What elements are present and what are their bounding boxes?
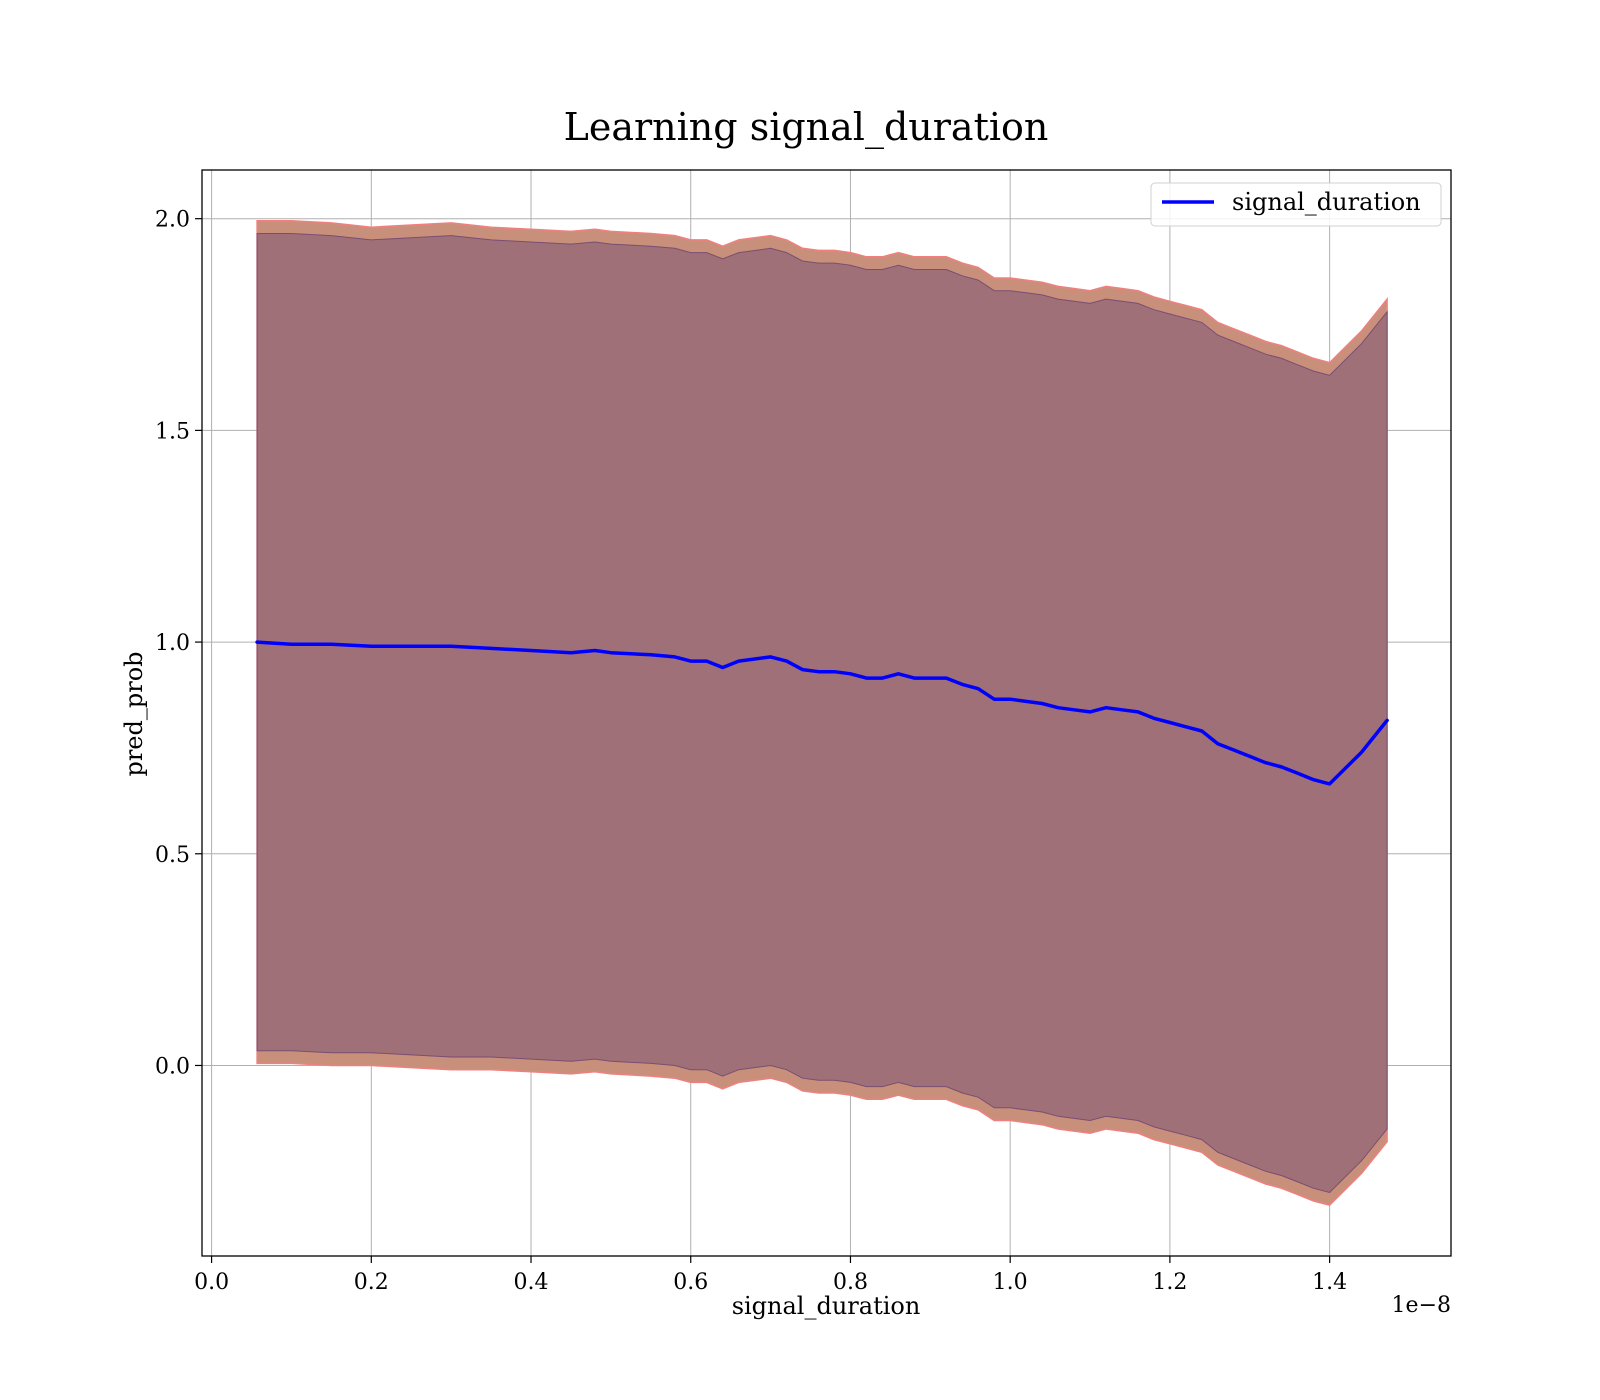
y-axis-label: pred_prob xyxy=(120,651,148,776)
y-tick-label: 1.0 xyxy=(155,631,190,656)
x-tick-label: 0.8 xyxy=(833,1270,868,1295)
x-tick-label: 1.4 xyxy=(1312,1270,1347,1295)
x-tick-label: 0.2 xyxy=(354,1270,389,1295)
y-tick-label: 1.5 xyxy=(155,419,190,444)
legend-label: signal_duration xyxy=(1232,188,1421,216)
inner-confidence-band xyxy=(256,233,1388,1194)
x-offset-text: 1e−8 xyxy=(1392,1293,1451,1318)
y-tick-label: 2.0 xyxy=(155,208,190,233)
x-axis-label: signal_duration xyxy=(732,1292,921,1320)
legend-box xyxy=(1150,182,1442,227)
plot-frame xyxy=(201,169,1452,1257)
series-lines xyxy=(255,640,1389,786)
x-tick-label: 0.0 xyxy=(194,1270,229,1295)
x-tick-label: 0.4 xyxy=(514,1270,549,1295)
legend: signal_duration xyxy=(1150,182,1442,227)
axis-ticks: 0.0 0.2 0.4 0.6 0.8 1.0 1.2 1.4 0.0 0.5 1.0 1.5 2.0 xyxy=(155,208,1347,1295)
y-tick-label: 0.0 xyxy=(155,1054,190,1079)
x-tick-label: 1.0 xyxy=(993,1270,1028,1295)
y-tick-label: 0.5 xyxy=(155,843,190,868)
chart-title: Learning signal_duration xyxy=(564,105,1049,150)
x-tick-label: 0.6 xyxy=(673,1270,708,1295)
confidence-bands xyxy=(256,220,1388,1207)
series-line-signal-duration xyxy=(255,640,1389,786)
x-tick-label: 1.2 xyxy=(1152,1270,1187,1295)
